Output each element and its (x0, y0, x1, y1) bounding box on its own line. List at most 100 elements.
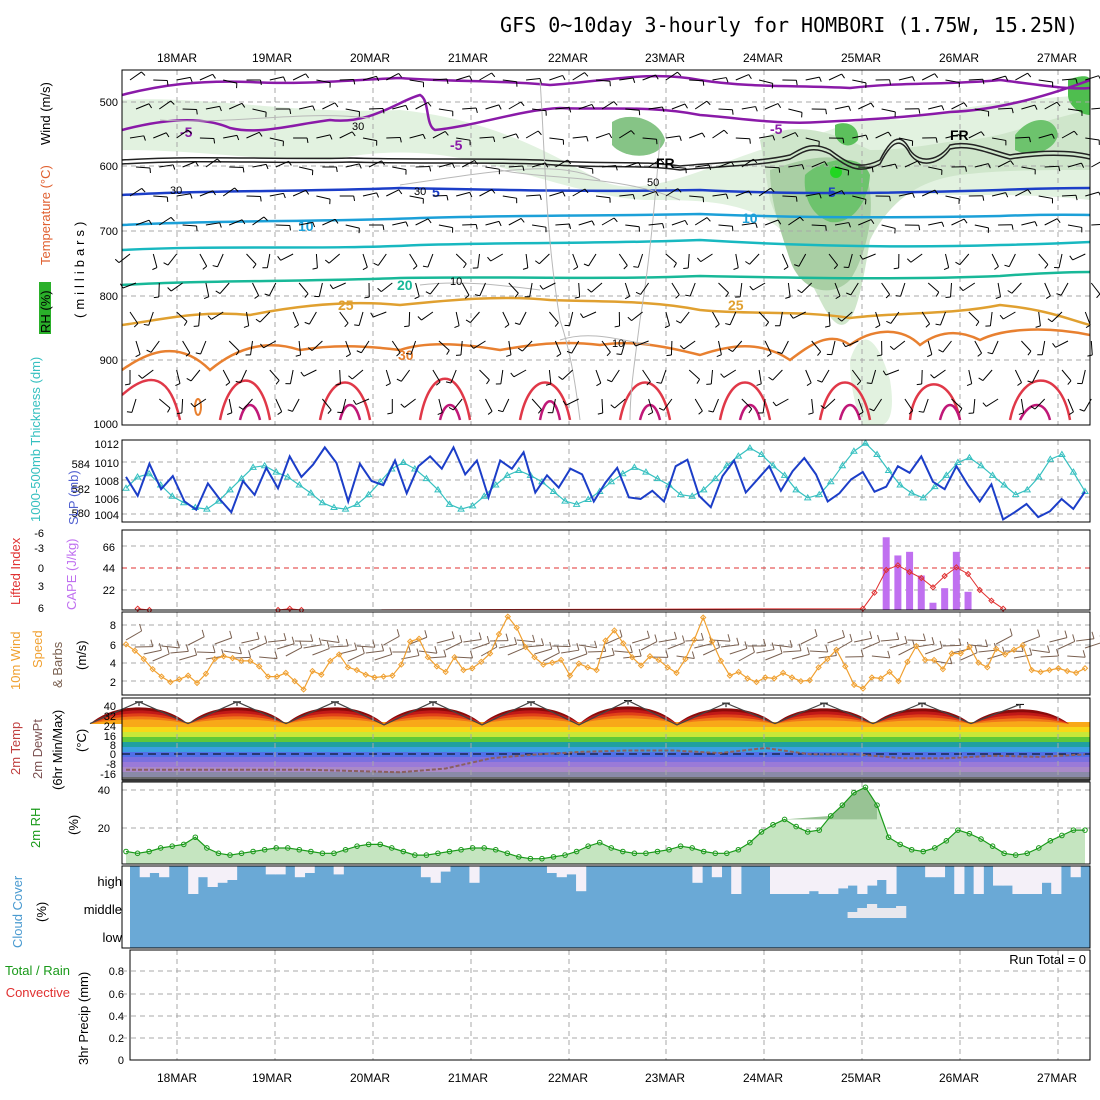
wind-barb (951, 102, 965, 110)
wind-barb (821, 369, 830, 383)
wind-barb (974, 108, 989, 112)
wind-marker (939, 665, 947, 673)
wind-barb-flag (613, 101, 618, 106)
upper-wind-barbs (114, 71, 1100, 416)
wind-barb-flag (725, 77, 729, 83)
wind-barb (858, 102, 872, 110)
wind-barb-flag (906, 258, 912, 263)
wind-barb (205, 105, 220, 110)
cape-tick: 22 (103, 585, 115, 597)
surface-barb (916, 643, 935, 648)
wind-barb-flag (1005, 192, 1009, 198)
wind-barb (927, 282, 940, 293)
high-cloud-gap (566, 866, 577, 875)
surface-barb-flag (736, 637, 740, 645)
wind-barb-flag (373, 262, 379, 266)
wind-barb (490, 253, 504, 262)
wind-barb-flag (841, 73, 845, 79)
wind-barb-flag (219, 106, 222, 112)
wind-barb-flag (660, 159, 665, 164)
rh-marker (666, 846, 672, 853)
high-cloud-gap (925, 866, 936, 878)
wind-barb-flag (716, 354, 722, 358)
wind-barb-flag (624, 295, 630, 300)
temp-band (122, 732, 1090, 737)
surface-barb-flag (238, 646, 242, 654)
wind-barb (852, 79, 867, 84)
wind-barb (671, 166, 686, 169)
wind-barb (900, 282, 906, 297)
wind-barb (779, 311, 783, 326)
wind-barb (308, 311, 317, 325)
rh-marker (747, 839, 753, 846)
wind-barb (933, 369, 946, 379)
wind-barb (648, 106, 663, 110)
wind-barb (735, 74, 749, 81)
wind-barb-flag (277, 411, 283, 415)
precip-tick: 0.4 (109, 1011, 124, 1023)
wind-barb-flag (491, 72, 496, 78)
wind-barb (583, 311, 597, 319)
cape-bar (952, 551, 960, 610)
wind-barb (266, 253, 271, 268)
surface-barb-flag (264, 635, 268, 643)
wind-marker (779, 669, 787, 677)
wind-barb-flag (327, 409, 332, 414)
wind-barb-flag (260, 79, 262, 86)
wind-barb-flag (833, 264, 838, 270)
wind-marker (176, 676, 183, 683)
wind-marker (264, 673, 272, 680)
wind-barb (555, 107, 570, 110)
wind-barb-flag (556, 353, 562, 358)
wind-barb (951, 218, 965, 226)
rh-marker (273, 845, 280, 851)
wind-barb-flag (554, 322, 559, 327)
wind-barb (857, 398, 864, 413)
rh-marker (261, 846, 268, 853)
surface-barb (765, 652, 783, 661)
temp-tick: 32 (104, 711, 116, 723)
wind-barb-flag (425, 291, 431, 295)
thickness-marker (1023, 485, 1032, 493)
thickness-marker (676, 490, 685, 498)
wind-barb (1091, 107, 1100, 110)
wind-barb (555, 159, 568, 168)
wind-barb (292, 189, 307, 197)
wind-barb (601, 340, 611, 353)
wind-barb (211, 311, 224, 320)
wind-barb (805, 76, 820, 81)
wind-barb (552, 398, 556, 413)
rh-marker (573, 848, 580, 855)
wind-barb (199, 190, 214, 197)
wind-barb (772, 369, 783, 381)
surface-barb-flag (318, 637, 322, 646)
wind-barb-flag (894, 163, 898, 169)
wind-barb (848, 253, 853, 268)
wind-barb-flag (1047, 318, 1053, 323)
rh-legend-swatch (39, 282, 51, 334)
rh-marker (596, 839, 603, 846)
cloud-ylabel: Cloud Cover (10, 875, 25, 948)
wind-barb (200, 340, 207, 355)
wind-barb (1038, 79, 1053, 83)
wind-marker (930, 656, 938, 664)
thickness-marker (977, 461, 985, 469)
dewpoint-line (126, 746, 1086, 774)
wind-barb-flag (175, 383, 181, 387)
wind-barb (228, 102, 243, 110)
thickness-marker (133, 473, 142, 480)
wind-barb (991, 192, 1006, 197)
wind-barb-flag (912, 192, 915, 198)
middle-cloud-gap (876, 908, 887, 918)
wind-barb (129, 187, 143, 197)
rh-marker (481, 845, 487, 851)
wind-barb-flag (778, 167, 781, 173)
surface-barb (1013, 654, 1032, 659)
chart-title: GFS 0~10day 3-hourly for HOMBORI (1.75W,… (500, 13, 1078, 37)
wind-barb (409, 195, 424, 200)
wind-barb-flag (1075, 78, 1078, 84)
wind-marker (442, 668, 449, 676)
wind-marker (300, 686, 307, 693)
wind-barb (798, 253, 807, 267)
wind-barb-flag (138, 374, 143, 379)
